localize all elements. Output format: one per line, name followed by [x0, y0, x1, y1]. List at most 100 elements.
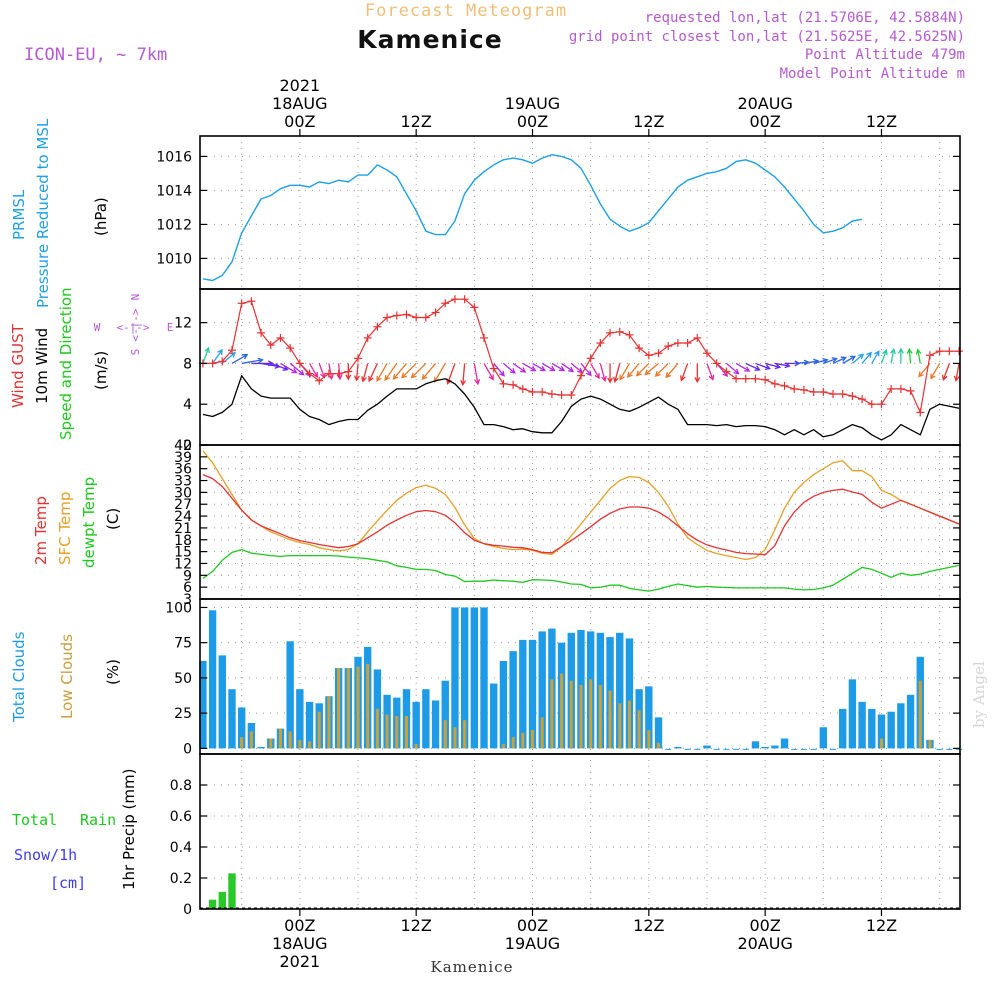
wind-arrow [906, 347, 913, 364]
gust-marker [644, 351, 653, 360]
low-clouds-bar [656, 742, 661, 749]
point-altitude: Point Altitude 479m [805, 47, 965, 63]
total-clouds-bar [839, 708, 847, 749]
pressure-line [202, 153, 863, 282]
gust-marker [383, 313, 392, 322]
x-year-label-top: 2021 [279, 76, 320, 95]
total-clouds-bar [373, 669, 382, 749]
model-label: ICON-EU, ~ 7km [24, 45, 167, 65]
wind-arrow [842, 355, 856, 364]
wind-arrow-shaft [384, 363, 398, 381]
wind-arrow [503, 362, 516, 374]
wind-arrow [361, 363, 369, 383]
wind-arrow-shaft [308, 363, 318, 378]
gust-marker [945, 347, 954, 356]
wind-arrow-head [644, 369, 651, 376]
low-clouds-bar [395, 715, 399, 749]
wind-arrow [706, 363, 715, 381]
precip-unit: 1hr Precip (mm) [120, 769, 138, 890]
wind-arrow [392, 363, 407, 380]
wind-arrow-head [520, 367, 527, 373]
y-tick-label: 0 [183, 438, 192, 454]
grid-layer [200, 136, 960, 910]
x-date-label-top: 18AUG [272, 94, 327, 113]
gust-marker [431, 308, 440, 317]
wind-arrow-shaft [665, 363, 679, 378]
gust-marker [829, 390, 838, 399]
wind-arrow [619, 363, 631, 381]
y-tick-label: 4 [183, 397, 192, 413]
wind-arrow [953, 363, 960, 382]
pressure-label-reduced: Pressure Reduced to MSL [34, 118, 52, 308]
wind-arrow [202, 346, 210, 364]
low-clouds-bar [249, 731, 253, 749]
gust-marker [402, 310, 411, 319]
wind-arrow-head [257, 357, 264, 364]
wind-arrow-head [291, 368, 298, 374]
wind-arrow-shaft [462, 363, 466, 385]
gust-marker [276, 333, 285, 342]
wind-arrow-shaft [503, 362, 516, 374]
wind-arrow-head [361, 376, 367, 383]
wind-arrow-shaft [355, 363, 359, 381]
total-clouds-bar [761, 746, 769, 749]
wind-arrow-shaft [930, 363, 941, 379]
wind-arrow-shaft [590, 363, 600, 379]
low-clouds-bar [511, 737, 515, 749]
wind-arrow-shaft [532, 362, 546, 372]
wind-arrow-head [626, 371, 633, 378]
total-clouds-bar [480, 607, 488, 749]
wind-arrow-shaft [241, 359, 263, 365]
wind-arrow-shaft [880, 350, 887, 364]
wind-arrow-shaft [318, 363, 325, 378]
low-clouds-bar [356, 666, 360, 749]
wind-arrow-shaft [644, 362, 659, 375]
gust-marker [955, 347, 964, 356]
y-tick-label: 75 [174, 636, 192, 652]
gust-marker [460, 295, 469, 304]
gust-marker [877, 400, 886, 409]
wind10-line [202, 375, 960, 441]
y-tick-label: 24 [174, 509, 192, 525]
gust-marker [295, 359, 304, 368]
wind-arrow-head [882, 349, 888, 356]
precip-total-label: Total [12, 811, 57, 829]
gust-marker [334, 369, 343, 378]
gust-marker [722, 367, 731, 376]
snow-label: Snow/1h [14, 846, 77, 864]
total-clouds-bar [499, 661, 508, 749]
total-clouds-bar [199, 661, 207, 749]
wind-arrow [336, 363, 343, 381]
gust-marker [732, 374, 741, 383]
panel-frame [199, 288, 961, 446]
total-clouds-bar [771, 745, 779, 749]
total-clouds-bar [751, 741, 760, 749]
total-clouds-bar [296, 689, 304, 749]
total-clouds-bar [441, 680, 449, 749]
wind-arrow-head [840, 356, 847, 362]
total-clouds-bar [674, 746, 682, 749]
wind-arrow [231, 354, 249, 364]
gust-marker [266, 341, 275, 350]
wind-arrow-shaft [473, 363, 479, 385]
low-clouds-label: Low Clouds [58, 634, 76, 719]
x-tick-label-bottom: 00Z [749, 916, 780, 935]
gust-marker [635, 344, 644, 353]
wind-arrow [580, 363, 592, 377]
low-clouds-bar [443, 720, 447, 749]
low-clouds-bar [288, 731, 292, 749]
wind-panel-labels: Wind GUST 10m Wind Speed and Direction (… [9, 287, 173, 440]
wind-arrow-shaft [434, 363, 446, 383]
gust-marker [858, 395, 867, 404]
wind-arrow [897, 347, 904, 364]
wind-unit: (m/s) [92, 351, 110, 390]
y-tick-label: 0 [183, 741, 192, 757]
low-clouds-bar [269, 738, 273, 749]
wind-arrow-head [941, 374, 948, 381]
wind-arrow-head [890, 347, 896, 355]
wind-arrow-shaft [725, 362, 739, 375]
wind-arrow [851, 353, 865, 364]
x-date-label-top: 19AUG [505, 94, 560, 113]
low-clouds-bar [385, 714, 389, 749]
x-date-label-top: 20AUG [737, 94, 792, 113]
